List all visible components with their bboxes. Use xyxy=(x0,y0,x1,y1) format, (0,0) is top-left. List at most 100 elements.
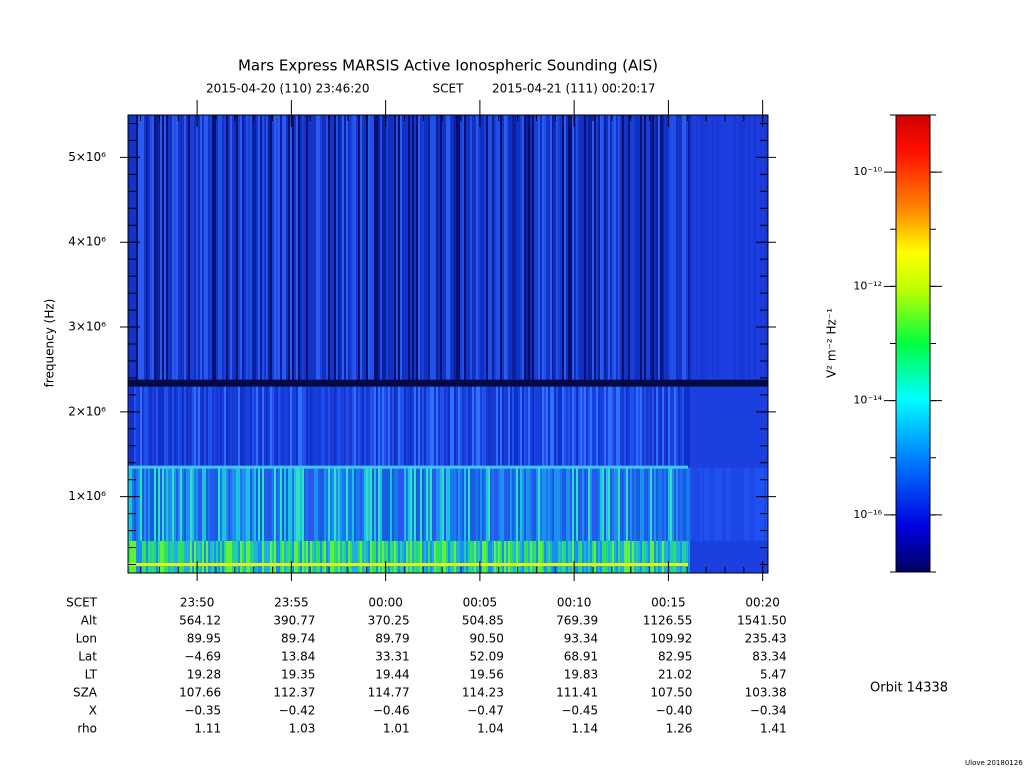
texture-col xyxy=(210,115,212,380)
texture-col xyxy=(592,540,594,573)
texture-col xyxy=(686,540,688,573)
texture-col xyxy=(476,467,478,541)
texture-col xyxy=(168,540,170,573)
texture-col xyxy=(292,386,294,468)
texture-col xyxy=(186,115,188,380)
texture-col xyxy=(336,467,338,541)
texture-col xyxy=(548,115,550,380)
texture-col xyxy=(678,467,680,541)
texture-col xyxy=(138,115,140,380)
texture-col xyxy=(414,386,416,468)
texture-col xyxy=(522,386,524,468)
texture-col xyxy=(682,540,684,573)
texture-col xyxy=(242,540,244,573)
texture-col xyxy=(254,115,256,380)
texture-col xyxy=(664,467,666,541)
texture-col xyxy=(284,467,286,541)
ephemeris-label: SCET xyxy=(66,596,98,610)
texture-col xyxy=(188,467,190,541)
texture-col xyxy=(748,386,750,468)
texture-col xyxy=(460,115,462,380)
texture-col xyxy=(282,115,284,380)
texture-col xyxy=(132,467,134,541)
texture-col xyxy=(362,386,364,468)
texture-col xyxy=(146,467,148,541)
texture-col xyxy=(182,386,184,468)
texture-col xyxy=(428,540,430,573)
texture-col xyxy=(454,386,456,468)
texture-col xyxy=(542,386,544,468)
texture-col xyxy=(688,386,690,468)
ephemeris-value: 114.77 xyxy=(368,686,410,700)
texture-col xyxy=(618,115,620,380)
texture-col xyxy=(742,386,744,468)
texture-col xyxy=(554,467,556,541)
texture-col xyxy=(354,386,356,468)
texture-col xyxy=(652,467,654,541)
texture-col xyxy=(470,467,472,541)
ephemeris-value: 93.34 xyxy=(564,632,598,646)
texture-col xyxy=(496,386,498,468)
texture-col xyxy=(208,115,210,380)
texture-col xyxy=(418,115,420,380)
texture-col xyxy=(742,540,744,573)
texture-col xyxy=(184,115,186,380)
texture-col xyxy=(618,467,620,541)
texture-col xyxy=(196,467,198,541)
texture-col xyxy=(310,540,312,573)
ephemeris-value: 1.04 xyxy=(477,722,504,736)
texture-col xyxy=(258,540,260,573)
texture-col xyxy=(334,467,336,541)
texture-col xyxy=(670,540,672,573)
x-tick-label: 00:20 xyxy=(745,596,780,610)
texture-col xyxy=(646,386,648,468)
texture-col xyxy=(178,467,180,541)
x-tick-label: 23:50 xyxy=(180,596,215,610)
texture-col xyxy=(644,115,646,380)
texture-col xyxy=(500,467,502,541)
texture-col xyxy=(206,540,208,573)
texture-col xyxy=(202,467,204,541)
texture-col xyxy=(510,115,512,380)
texture-col xyxy=(452,386,454,468)
texture-col xyxy=(386,115,388,380)
ephemeris-value: 1.11 xyxy=(194,722,221,736)
texture-col xyxy=(426,386,428,468)
texture-col xyxy=(202,386,204,468)
texture-col xyxy=(746,115,748,380)
texture-col xyxy=(450,467,452,541)
texture-col xyxy=(520,467,522,541)
texture-col xyxy=(302,386,304,468)
texture-col xyxy=(348,540,350,573)
texture-col xyxy=(186,386,188,468)
texture-col xyxy=(488,386,490,468)
ephemeris-value: 114.23 xyxy=(462,686,504,700)
texture-col xyxy=(612,386,614,468)
texture-col xyxy=(186,540,188,573)
texture-col xyxy=(294,540,296,573)
texture-col xyxy=(548,540,550,573)
texture-col xyxy=(138,386,140,468)
texture-col xyxy=(250,540,252,573)
texture-col xyxy=(184,386,186,468)
texture-col xyxy=(686,386,688,468)
texture-col xyxy=(184,540,186,573)
texture-col xyxy=(358,467,360,541)
texture-col xyxy=(208,386,210,468)
texture-col xyxy=(420,115,422,380)
texture-col xyxy=(648,467,650,541)
texture-col xyxy=(310,386,312,468)
texture-col xyxy=(172,115,174,380)
texture-col xyxy=(726,115,728,380)
texture-col xyxy=(736,386,738,468)
texture-col xyxy=(530,115,532,380)
texture-col xyxy=(766,115,768,380)
texture-col xyxy=(712,540,714,573)
texture-col xyxy=(564,467,566,541)
texture-col xyxy=(586,386,588,468)
texture-col xyxy=(140,540,142,573)
texture-col xyxy=(608,386,610,468)
texture-col xyxy=(402,467,404,541)
texture-col xyxy=(514,115,516,380)
texture-col xyxy=(476,386,478,468)
